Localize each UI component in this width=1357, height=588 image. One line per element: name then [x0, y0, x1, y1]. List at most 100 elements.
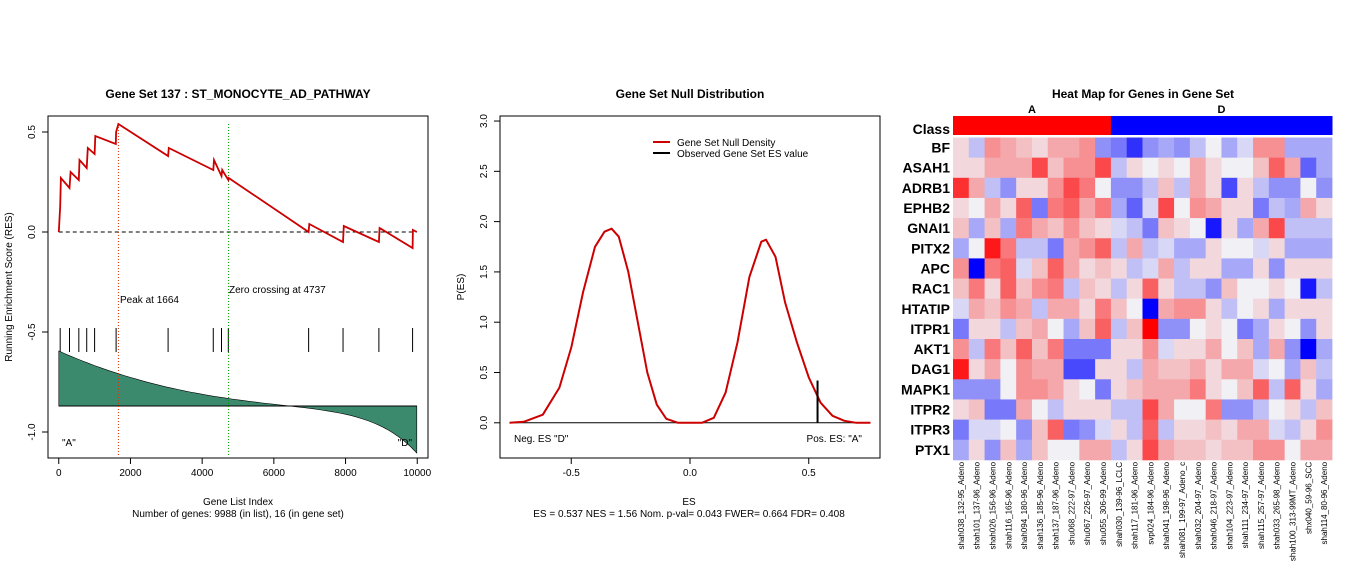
heatmap-cell [1189, 258, 1207, 279]
heatmap-cell [1095, 298, 1112, 320]
heatmap-cell [1174, 258, 1191, 279]
heatmap-cell [1300, 238, 1317, 259]
heatmap-cell [1126, 298, 1143, 320]
heatmap-cell [1300, 278, 1317, 300]
heatmap-cell [1300, 157, 1317, 179]
heatmap-cell [1016, 197, 1033, 219]
heatmap-cell [1316, 318, 1333, 340]
heatmap-cell [1189, 419, 1207, 441]
heatmap-cell [1284, 379, 1301, 400]
pos-es-annotation: Pos. ES: "A" [807, 434, 863, 445]
heatmap-cell [1316, 399, 1333, 420]
heatmap-cell [1126, 218, 1143, 239]
heatmap-cell [968, 177, 985, 199]
enrichment-plot-title: Gene Set 137 : ST_MONOCYTE_AD_PATHWAY [105, 87, 370, 101]
heatmap-cell [1205, 339, 1222, 360]
heatmap-cell [1095, 359, 1112, 380]
heatmap-cell [1189, 278, 1207, 300]
gene-row-label: GNAI1 [907, 220, 950, 236]
heatmap-cell [1221, 157, 1238, 179]
heatmap-cell [1284, 318, 1301, 340]
heatmap-cell [1268, 339, 1286, 360]
heatmap-cell [1063, 177, 1080, 199]
heatmap-cell [1189, 318, 1207, 340]
heatmap-cell [1079, 359, 1096, 380]
class-label: A [1028, 104, 1036, 116]
heatmap-cell [968, 379, 985, 400]
sample-column-label: shah117_181-96_Adeno [1131, 461, 1140, 549]
heatmap-cell [968, 218, 985, 239]
heatmap-cell [968, 278, 985, 300]
heatmap-cell [1095, 278, 1112, 300]
heatmap-cell [1063, 157, 1080, 179]
heatmap-cell [1110, 419, 1128, 441]
heatmap-cell [1237, 218, 1254, 239]
heatmap-cell [984, 157, 1001, 179]
zero-crossing-annotation: Zero crossing at 4737 [229, 285, 326, 296]
class-bar [1110, 116, 1333, 135]
sample-column-label: shah115_257-97_Adeno [1257, 461, 1266, 549]
gene-row-label: ADRB1 [902, 180, 950, 196]
heatmap-cell [1174, 419, 1191, 441]
heatmap-cell [1063, 379, 1080, 400]
heatmap-cell [1126, 197, 1143, 219]
heatmap-cell [1205, 218, 1222, 239]
heatmap-cell [1000, 278, 1017, 300]
heatmap-cell [1063, 197, 1080, 219]
heatmap-cell [1110, 238, 1128, 259]
heatmap-cell [1253, 278, 1270, 300]
heatmap-cell [1205, 399, 1222, 420]
heatmap-cell [1158, 419, 1175, 441]
heatmap-cell [984, 197, 1001, 219]
heatmap-cell [1253, 419, 1270, 441]
gene-row-label: APC [920, 260, 950, 276]
heatmap-cell [1142, 258, 1159, 279]
heatmap-cell [1031, 419, 1049, 441]
heatmap-cell [1142, 359, 1159, 380]
heatmap-cell [953, 379, 970, 400]
heatmap-cell [1079, 339, 1096, 360]
heatmap-cell [1000, 218, 1017, 239]
sample-column-label: shu067_226-97_Adeno [1083, 461, 1092, 545]
heatmap-cell [984, 339, 1001, 360]
heatmap-cell [1284, 238, 1301, 259]
heatmap-cell [953, 137, 970, 159]
heatmap-cell [1158, 278, 1175, 300]
heatmap-cell [953, 439, 970, 461]
heatmap-cell [984, 298, 1001, 320]
sample-column-label: shah137_187-96_Adeno [1052, 461, 1061, 549]
heatmap-cell [1142, 439, 1159, 461]
heatmap-cell [968, 399, 985, 420]
y-tick-label: 3.0 [479, 114, 490, 128]
heatmap-cell [1047, 298, 1064, 320]
heatmap-cell [1079, 137, 1096, 159]
gene-row-label: ITPR3 [910, 422, 950, 438]
heatmap-cell [953, 258, 970, 279]
legend-null-density-label: Gene Set Null Density [677, 138, 775, 149]
heatmap-cell [1253, 379, 1270, 400]
heatmap-cell [1142, 197, 1159, 219]
heatmap-cell [1063, 399, 1080, 420]
heatmap-cell [953, 197, 970, 219]
heatmap-cell [1253, 197, 1270, 219]
null-subtitle: ES = 0.537 NES = 1.56 Nom. p-val= 0.043 … [533, 509, 845, 520]
heatmap-cell [968, 419, 985, 441]
heatmap-cell [1047, 278, 1064, 300]
heatmap-cell [1079, 238, 1096, 259]
heatmap-cell [1253, 439, 1270, 461]
null-distribution-title: Gene Set Null Distribution [616, 87, 765, 101]
heatmap-cell [1110, 339, 1128, 360]
heatmap-cell [1253, 339, 1270, 360]
heatmap-cell [1110, 379, 1128, 400]
heatmap-cell [1174, 318, 1191, 340]
heatmap-cell [1316, 157, 1333, 179]
heatmap-cell [1031, 399, 1049, 420]
heatmap-cell [1221, 238, 1238, 259]
heatmap-cell [1095, 177, 1112, 199]
sample-column-label: shah041_198-96_Adeno [1162, 461, 1171, 549]
gene-row-label: RAC1 [912, 281, 950, 297]
heatmap-cell [1031, 197, 1049, 219]
heatmap-cell [1110, 318, 1128, 340]
heatmap-cell [1047, 137, 1064, 159]
heatmap-cell [1174, 137, 1191, 159]
